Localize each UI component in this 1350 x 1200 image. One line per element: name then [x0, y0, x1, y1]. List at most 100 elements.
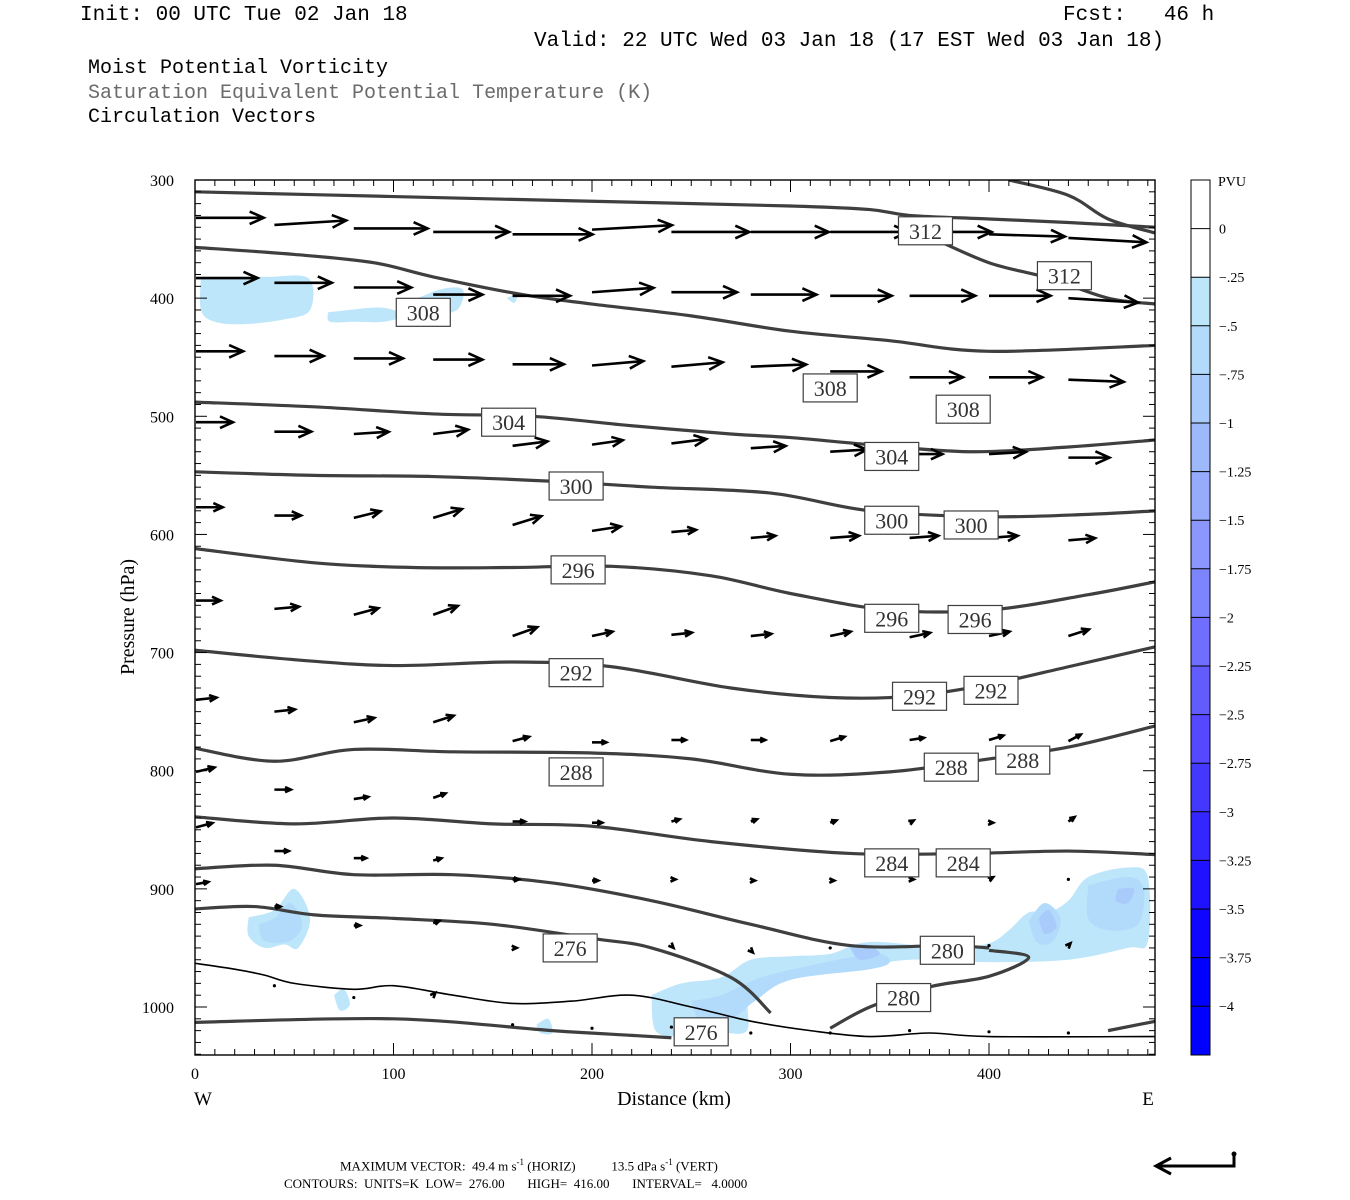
circulation-vector	[750, 531, 779, 542]
circulation-vector	[196, 343, 247, 359]
circulation-vector	[196, 415, 237, 430]
colorbar-swatch	[1191, 714, 1210, 764]
vector-shaft	[1068, 536, 1096, 542]
vector-head	[610, 435, 626, 448]
circulation-vector	[1068, 533, 1099, 545]
contour-label: 296	[550, 555, 606, 585]
contour-label-box	[947, 604, 1003, 635]
circulation-vector	[671, 628, 696, 638]
field-title-vectors: Circulation Vectors	[88, 106, 317, 129]
vector-dot	[510, 1023, 515, 1027]
circulation-vector	[671, 817, 683, 824]
contour-label-text: 280	[931, 938, 964, 963]
contour-label-box	[673, 1017, 729, 1047]
vector-head	[669, 875, 679, 883]
vector-dot	[669, 1025, 674, 1029]
circulation-vector	[669, 1025, 674, 1029]
circulation-vector	[195, 820, 216, 829]
circulation-vector	[1066, 1031, 1070, 1035]
circulation-vector	[750, 817, 760, 825]
circulation-vector	[1067, 733, 1084, 743]
circulation-vector	[512, 513, 545, 527]
circulation-vector	[432, 713, 457, 724]
circulation-vector	[196, 270, 261, 286]
contour-line-276	[195, 904, 772, 1015]
circulation-vector	[750, 440, 789, 454]
circulation-vector	[590, 1026, 594, 1030]
axis-layer: 0 100 200 300 400 300 400 500 600 700 800 900 1000	[142, 173, 1156, 1083]
circulation-vector	[274, 275, 335, 291]
circulation-vector	[274, 705, 299, 715]
vector-head	[1001, 628, 1013, 638]
terrain-line	[195, 962, 1155, 1038]
contour-label: 292	[963, 675, 1019, 705]
vector-head	[747, 946, 756, 955]
vector-head	[987, 819, 997, 827]
vector-shaft	[591, 223, 673, 231]
contour-label-text: 276	[685, 1020, 718, 1045]
circulation-vector	[909, 288, 979, 304]
field-title-mpv: Moist Potential Vorticity	[88, 57, 389, 80]
contour-label-box	[864, 505, 920, 535]
vector-head	[275, 903, 284, 911]
vector-shaft	[750, 363, 807, 368]
circulation-vector	[988, 228, 1069, 244]
colorbar-label: −2.25	[1219, 660, 1251, 675]
circulation-vector	[274, 785, 294, 794]
circulation-vector	[750, 736, 769, 744]
pv-region	[327, 307, 404, 323]
circulation-vector	[512, 226, 596, 242]
vector-head	[866, 363, 885, 379]
circulation-vector	[828, 1031, 832, 1035]
vector-head	[877, 288, 895, 304]
contour-label: 308	[802, 373, 858, 403]
contour-label-text: 300	[560, 474, 593, 499]
circulation-vector	[353, 605, 382, 617]
vector-shaft	[512, 626, 538, 638]
x-end-label-west: W	[194, 1089, 212, 1110]
circulation-vector	[671, 736, 689, 744]
circulation-vector	[1068, 450, 1113, 466]
vector-head	[814, 224, 832, 240]
vector-head	[249, 210, 267, 226]
vector-head	[1050, 228, 1069, 244]
circulation-vector	[671, 433, 710, 448]
colorbar-label: −1.25	[1219, 466, 1251, 481]
vector-head	[680, 736, 689, 744]
circulation-vector	[750, 224, 832, 240]
vector-dot	[352, 995, 356, 1000]
colorbar-label: 0	[1219, 223, 1226, 238]
contour-layer	[195, 180, 1155, 1040]
vector-head	[763, 630, 775, 639]
vector-shaft	[750, 534, 776, 540]
colorbar: 0 −.25 −.5 −.75 −1 −1.25 −1.5 −1.75 −2 −2.25 −2.5 −…	[1190, 179, 1251, 1116]
circulation-vector	[1066, 877, 1070, 882]
vector-head	[638, 281, 657, 297]
contour-label-text: 288	[560, 760, 593, 785]
circulation-vector	[353, 714, 378, 724]
vector-head	[828, 877, 838, 885]
vector-shaft	[433, 428, 469, 436]
circulation-vector	[669, 875, 679, 883]
contour-label: 276	[542, 933, 598, 963]
vector-head	[977, 224, 995, 240]
vector-head	[609, 522, 624, 534]
circulation-vector	[988, 733, 1007, 742]
colorbar-swatch	[1191, 860, 1210, 909]
vector-dot	[272, 984, 276, 988]
contour-label: 304	[481, 407, 537, 437]
circulation-vector	[1068, 234, 1150, 250]
colorbar-label: −1.5	[1219, 514, 1244, 529]
circulation-vector	[512, 356, 568, 372]
colorbar-swatch	[1191, 180, 1210, 229]
contour-label-box	[864, 848, 920, 878]
contour-label-box	[481, 407, 537, 437]
vector-head	[1027, 369, 1046, 385]
colorbar-swatch	[1191, 811, 1210, 861]
vector-shaft	[591, 438, 623, 446]
circulation-vector	[750, 287, 820, 303]
contour-label: 296	[947, 604, 1003, 635]
circulation-vector	[196, 501, 226, 513]
vector-head	[549, 356, 568, 372]
